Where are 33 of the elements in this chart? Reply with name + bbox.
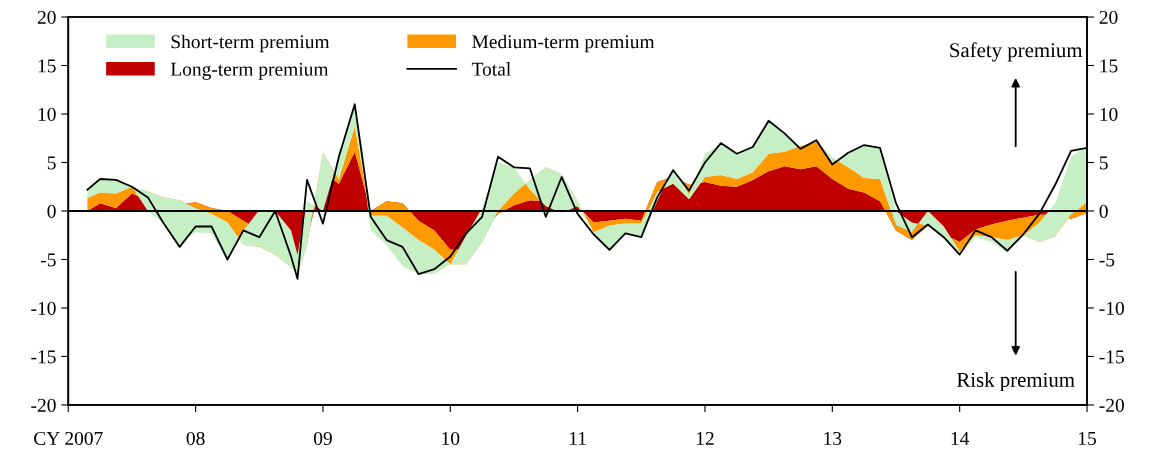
legend-label: Total xyxy=(471,62,511,76)
y2-tick-label: -20 xyxy=(1099,398,1124,412)
y2-tick-label: -15 xyxy=(1099,350,1124,364)
legend-label: Long-term premium xyxy=(170,62,329,80)
y-tick-label: -5 xyxy=(40,253,56,267)
x-tick-label: 12 xyxy=(696,431,714,445)
y-tick-label: 5 xyxy=(47,156,56,170)
y2-tick-label: -5 xyxy=(1099,253,1115,267)
x-tick-label: 15 xyxy=(1078,432,1096,446)
x-tick-label: 09 xyxy=(313,431,332,446)
legend-label: Medium-term premium xyxy=(472,34,655,53)
y2-tick-label: 20 xyxy=(1099,10,1118,24)
y2-tick-label: -10 xyxy=(1099,301,1124,315)
x-tick-label: 08 xyxy=(186,431,205,446)
y-tick-label: 15 xyxy=(38,59,56,73)
x-tick-label: 11 xyxy=(569,432,586,445)
y2-tick-label: 0 xyxy=(1099,204,1108,218)
x-tick-label: 14 xyxy=(951,432,970,445)
y-tick-label: -10 xyxy=(31,301,56,315)
y2-tick-label: 10 xyxy=(1100,107,1118,121)
y2-tick-label: 15 xyxy=(1100,59,1118,73)
annotation: Safety premium xyxy=(950,42,1083,62)
legend-label: Short-term premium xyxy=(171,34,330,53)
x-tick-label: 10 xyxy=(442,431,460,446)
y-tick-label: 0 xyxy=(47,204,56,218)
y2-tick-label: 5 xyxy=(1099,156,1108,170)
annotation: Risk premium xyxy=(956,372,1075,392)
x-tick-label: CY 2007 xyxy=(34,431,103,446)
x-tick-label: 13 xyxy=(824,431,842,446)
y-tick-label: -15 xyxy=(31,350,56,364)
y-tick-label: -20 xyxy=(31,398,56,412)
y-tick-label: 20 xyxy=(37,10,56,24)
y-tick-label: 10 xyxy=(38,107,56,121)
